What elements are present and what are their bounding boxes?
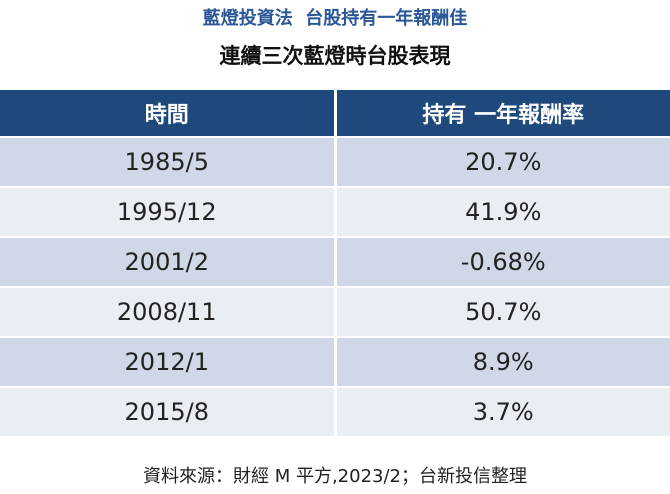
header-row: 時間 持有 一年報酬率 [0, 90, 670, 136]
table-cell: 2001/2 [0, 238, 334, 286]
table-cell: 50.7% [336, 288, 670, 336]
table-cell: 1985/5 [0, 138, 334, 186]
table-row: 2008/11 50.7% [0, 288, 670, 336]
table-cell: 20.7% [336, 138, 670, 186]
column-header: 時間 [0, 90, 334, 136]
table-cell: 1995/12 [0, 188, 334, 236]
table-cell: 2012/1 [0, 338, 334, 386]
table: 時間 持有 一年報酬率 1985/5 20.7% 1995/12 41.9% 2001/… [0, 88, 670, 438]
table-row: 2012/1 8.9% [0, 338, 670, 386]
table-row: 1995/12 41.9% [0, 188, 670, 236]
table-cell: -0.68% [336, 238, 670, 286]
table-row: 2015/8 3.7% [0, 388, 670, 436]
source-note: 資料來源：財經 M 平方,2023/2；台新投信整理 [142, 466, 528, 487]
table-row: 2001/2 -0.68% [0, 238, 670, 286]
column-header: 持有 一年報酬率 [336, 90, 670, 136]
table-cell: 2008/11 [0, 288, 334, 336]
table-cell: 2015/8 [0, 388, 334, 436]
subtitle: 連續三次藍燈時台股表現 [219, 44, 451, 68]
title: 藍燈投資法 台股持有一年報酬佳 [202, 8, 468, 29]
table-cell: 8.9% [336, 338, 670, 386]
table-cell: 41.9% [336, 188, 670, 236]
table-body: 1985/5 20.7% 1995/12 41.9% 2001/2 -0.68% 2008/… [0, 138, 670, 436]
table-cell: 3.7% [336, 388, 670, 436]
table-row: 1985/5 20.7% [0, 138, 670, 186]
